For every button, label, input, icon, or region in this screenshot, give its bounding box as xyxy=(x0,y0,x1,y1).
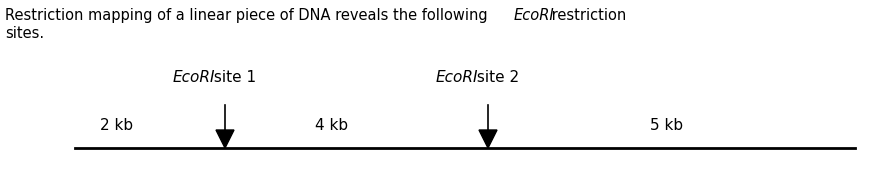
Text: EcoRI: EcoRI xyxy=(514,8,554,23)
Text: site 2: site 2 xyxy=(472,70,519,85)
Text: restriction: restriction xyxy=(547,8,627,23)
Text: 4 kb: 4 kb xyxy=(315,118,348,133)
Polygon shape xyxy=(479,130,497,148)
Text: EcoRI: EcoRI xyxy=(436,70,479,85)
Text: sites.: sites. xyxy=(5,26,44,41)
Text: site 1: site 1 xyxy=(209,70,256,85)
Text: Restriction mapping of a linear piece of DNA reveals the following: Restriction mapping of a linear piece of… xyxy=(5,8,492,23)
Text: EcoRI: EcoRI xyxy=(173,70,216,85)
Text: 5 kb: 5 kb xyxy=(650,118,683,133)
Polygon shape xyxy=(216,130,234,148)
Text: 2 kb: 2 kb xyxy=(100,118,133,133)
